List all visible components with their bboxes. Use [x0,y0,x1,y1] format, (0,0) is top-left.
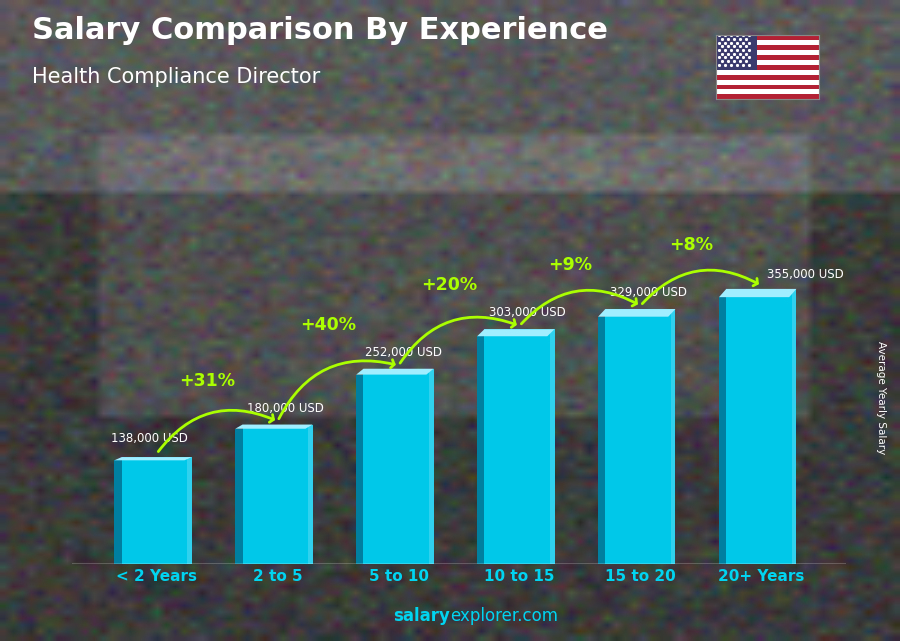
Text: explorer.com: explorer.com [450,607,558,625]
Text: Average Yearly Salary: Average Yearly Salary [877,341,886,454]
Bar [719,297,726,564]
Bar [716,90,819,94]
Bar [550,329,554,564]
Bar [364,369,434,564]
Bar [606,309,676,564]
Text: 355,000 USD: 355,000 USD [768,267,844,281]
Text: +31%: +31% [179,372,236,390]
Bar [114,460,122,564]
Polygon shape [719,289,796,297]
Bar [716,79,819,85]
Bar [716,75,819,79]
Bar [726,289,796,564]
Bar [716,94,819,99]
Polygon shape [477,329,554,337]
Text: +20%: +20% [421,276,477,294]
Bar [716,65,819,70]
Text: 303,000 USD: 303,000 USD [490,306,566,319]
Polygon shape [114,457,192,460]
Bar [716,60,819,65]
Bar [716,45,819,50]
Bar [716,35,757,70]
Bar [484,329,554,564]
Bar [187,457,192,564]
Bar [122,457,192,564]
Bar [428,369,434,564]
Text: Salary Comparison By Experience: Salary Comparison By Experience [32,16,608,45]
Bar [308,424,312,564]
Text: +40%: +40% [301,316,356,334]
Text: salary: salary [393,607,450,625]
Bar [716,40,819,45]
Text: Health Compliance Director: Health Compliance Director [32,67,319,87]
Bar [356,374,364,564]
Polygon shape [598,309,676,317]
Text: 180,000 USD: 180,000 USD [248,401,324,415]
Polygon shape [235,424,312,429]
Bar [477,337,484,564]
Bar [242,424,312,564]
Polygon shape [356,369,434,374]
Bar [716,50,819,55]
Text: 252,000 USD: 252,000 USD [364,345,442,359]
Text: 138,000 USD: 138,000 USD [111,433,187,445]
Bar [670,309,676,564]
Bar [716,85,819,90]
Text: +9%: +9% [548,256,592,274]
Bar [716,35,819,40]
Bar [235,429,242,564]
Bar [792,289,796,564]
Bar [598,317,606,564]
Bar [716,70,819,75]
Bar [716,55,819,60]
Text: +8%: +8% [670,236,713,254]
Text: 329,000 USD: 329,000 USD [610,286,688,299]
